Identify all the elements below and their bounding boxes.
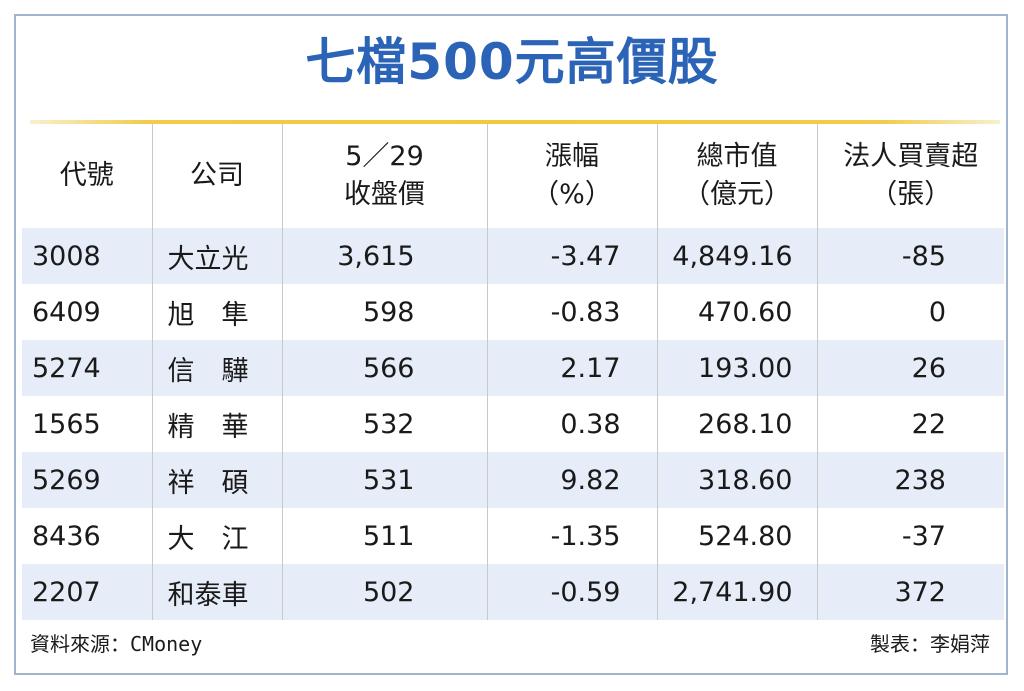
header-cap-unit: （億元）	[683, 179, 791, 210]
header-net-unit: （張）	[870, 179, 952, 210]
table-row: 6409 旭 隼 598 -0.83 470.60 0	[22, 284, 1004, 340]
table-row: 5274 信 驊 566 2.17 193.00 26	[22, 340, 1004, 396]
header-net: 法人買賣超 （張）	[816, 124, 1004, 228]
table-row: 1565 精 華 532 0.38 268.10 22	[22, 396, 1004, 452]
page-title: 七檔500元高價股	[305, 33, 719, 91]
cell-change: 2.17	[486, 340, 657, 396]
cell-change: -0.83	[486, 284, 657, 340]
cell-code: 2207	[22, 564, 152, 620]
stock-table: 代號 公司 5／29 收盤價 漲幅 （%） 總市值 （億元） 法人買賣超 （張）…	[22, 124, 1004, 620]
header-company: 公司	[151, 124, 282, 228]
cell-cap: 318.60	[656, 452, 817, 508]
cell-cap: 4,849.16	[656, 228, 817, 284]
cell-net: 238	[816, 452, 1004, 508]
cell-company: 信 驊	[151, 340, 282, 396]
cell-net: 26	[816, 340, 1004, 396]
header-row: 代號 公司 5／29 收盤價 漲幅 （%） 總市值 （億元） 法人買賣超 （張）	[22, 124, 1004, 228]
cell-price: 598	[281, 284, 487, 340]
header-change-unit: （%）	[532, 179, 612, 210]
credit-note: 製表：李娟萍	[870, 632, 990, 656]
cell-cap: 524.80	[656, 508, 817, 564]
cell-cap: 193.00	[656, 340, 817, 396]
cell-company: 大 江	[151, 508, 282, 564]
source-value: CMoney	[130, 632, 203, 656]
cell-price: 502	[281, 564, 487, 620]
title-divider	[30, 120, 1000, 124]
cell-code: 5274	[22, 340, 152, 396]
header-code-text: 代號	[59, 160, 114, 191]
cell-net: -37	[816, 508, 1004, 564]
cell-cap: 268.10	[656, 396, 817, 452]
cell-cap: 470.60	[656, 284, 817, 340]
cell-price: 566	[281, 340, 487, 396]
header-price-label: 收盤價	[344, 179, 425, 210]
cell-company: 大立光	[151, 228, 282, 284]
cell-net: 22	[816, 396, 1004, 452]
header-change-label: 漲幅	[545, 141, 599, 172]
table-row: 8436 大 江 511 -1.35 524.80 -37	[22, 508, 1004, 564]
cell-price: 3,615	[281, 228, 487, 284]
cell-company: 和泰車	[151, 564, 282, 620]
cell-change: -0.59	[486, 564, 657, 620]
table-header: 代號 公司 5／29 收盤價 漲幅 （%） 總市值 （億元） 法人買賣超 （張）	[22, 124, 1004, 228]
header-change: 漲幅 （%）	[486, 124, 657, 228]
header-price: 5／29 收盤價	[281, 124, 487, 228]
cell-net: -85	[816, 228, 1004, 284]
cell-code: 5269	[22, 452, 152, 508]
cell-net: 372	[816, 564, 1004, 620]
cell-price: 532	[281, 396, 487, 452]
source-label: 資料來源：	[30, 632, 130, 656]
cell-change: -3.47	[486, 228, 657, 284]
table-row: 2207 和泰車 502 -0.59 2,741.90 372	[22, 564, 1004, 620]
header-cap-label: 總市值	[696, 141, 778, 172]
cell-cap: 2,741.90	[656, 564, 817, 620]
header-cap: 總市值 （億元）	[656, 124, 817, 228]
cell-change: -1.35	[486, 508, 657, 564]
cell-company: 精 華	[151, 396, 282, 452]
cell-company: 祥 碩	[151, 452, 282, 508]
cell-code: 8436	[22, 508, 152, 564]
source-note: 資料來源：CMoney	[30, 628, 202, 657]
cell-change: 9.82	[486, 452, 657, 508]
table-row: 3008 大立光 3,615 -3.47 4,849.16 -85	[22, 228, 1004, 284]
header-code: 代號	[22, 124, 152, 228]
header-company-text: 公司	[190, 160, 244, 191]
cell-code: 1565	[22, 396, 152, 452]
cell-change: 0.38	[486, 396, 657, 452]
header-price-date: 5／29	[345, 141, 424, 172]
cell-code: 3008	[22, 228, 152, 284]
table-body: 3008 大立光 3,615 -3.47 4,849.16 -85 6409 旭…	[22, 228, 1004, 620]
cell-company: 旭 隼	[151, 284, 282, 340]
table-row: 5269 祥 碩 531 9.82 318.60 238	[22, 452, 1004, 508]
cell-price: 511	[281, 508, 487, 564]
cell-net: 0	[816, 284, 1004, 340]
cell-price: 531	[281, 452, 487, 508]
cell-code: 6409	[22, 284, 152, 340]
header-net-label: 法人買賣超	[843, 141, 979, 172]
